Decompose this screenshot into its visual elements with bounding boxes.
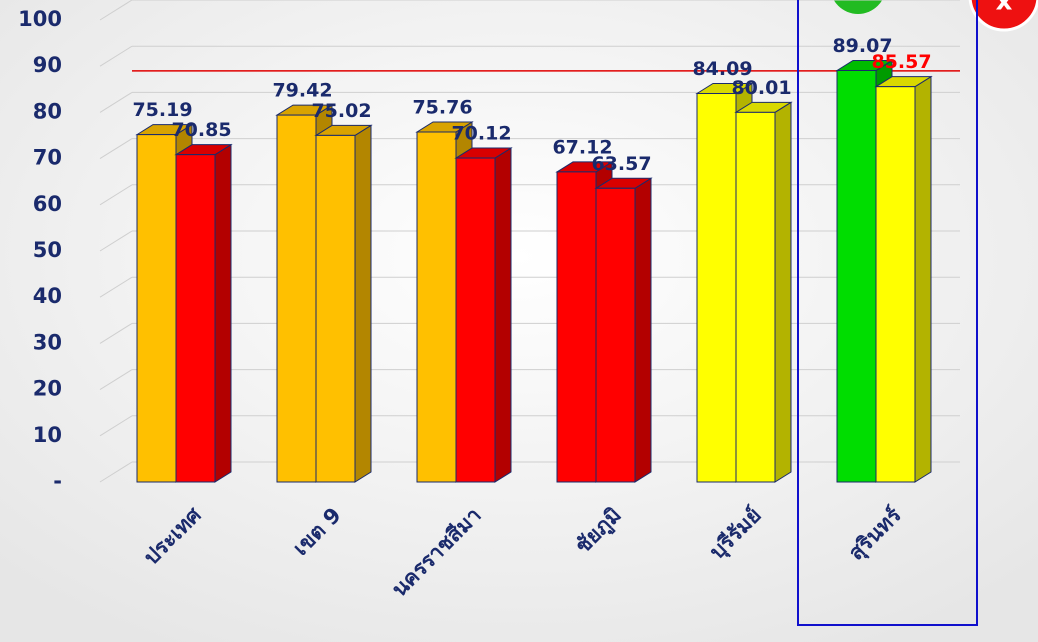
grid-slant bbox=[99, 91, 133, 113]
y-tick-label: 60 bbox=[33, 192, 62, 216]
grid-slant bbox=[99, 461, 133, 483]
value-label: 79.42 bbox=[272, 80, 332, 102]
value-label: 63.57 bbox=[591, 153, 651, 175]
grid-slant bbox=[99, 369, 133, 391]
grid-slant bbox=[99, 184, 133, 206]
value-label: 84.09 bbox=[692, 58, 752, 80]
bar-side bbox=[494, 147, 512, 483]
grid-slant bbox=[99, 45, 133, 67]
grid-line bbox=[99, 184, 960, 206]
bar-side bbox=[354, 124, 372, 483]
y-tick-label: 40 bbox=[33, 284, 62, 308]
badge-text: x bbox=[996, 0, 1013, 17]
y-tick-label: 50 bbox=[33, 238, 62, 262]
bar bbox=[454, 147, 513, 483]
grid-slant bbox=[99, 138, 133, 160]
bar-front bbox=[315, 134, 356, 483]
grid-line bbox=[99, 322, 960, 344]
value-label: 70.85 bbox=[171, 119, 231, 141]
bar bbox=[734, 101, 793, 483]
bar-side bbox=[774, 101, 792, 483]
bar-side bbox=[214, 143, 232, 483]
grid-line bbox=[99, 91, 960, 113]
value-label: 67.12 bbox=[552, 136, 612, 158]
y-tick-label: 100 bbox=[18, 7, 62, 31]
y-tick-label: - bbox=[53, 469, 62, 493]
y-tick-label: 10 bbox=[33, 423, 62, 447]
value-label: 70.12 bbox=[451, 123, 511, 145]
bar-front bbox=[556, 171, 597, 483]
green-icon bbox=[833, 0, 883, 14]
grid-slant bbox=[99, 0, 133, 21]
grid-line bbox=[99, 230, 960, 252]
y-tick-label: 30 bbox=[33, 330, 62, 354]
grid-slant bbox=[99, 415, 133, 437]
bar-front bbox=[735, 111, 776, 483]
grid-slant bbox=[99, 230, 133, 252]
bar-front bbox=[696, 93, 737, 483]
grid-line bbox=[99, 276, 960, 298]
grid-line bbox=[99, 0, 960, 21]
bar-front bbox=[595, 187, 636, 483]
bar bbox=[314, 124, 373, 483]
value-label: 75.76 bbox=[412, 96, 472, 118]
y-tick-label: 80 bbox=[33, 99, 62, 123]
bar-side bbox=[914, 75, 932, 483]
badge bbox=[968, 0, 1038, 32]
grid-line bbox=[99, 45, 960, 67]
y-tick-label: 20 bbox=[33, 377, 62, 401]
value-label: 85.57 bbox=[871, 51, 931, 73]
bar-front bbox=[455, 157, 496, 483]
y-tick-label: 70 bbox=[33, 146, 62, 170]
bar-front bbox=[416, 131, 457, 483]
bar bbox=[594, 177, 653, 483]
bar-front bbox=[276, 114, 317, 483]
highlight-box bbox=[797, 0, 978, 626]
bar-front bbox=[175, 154, 216, 483]
y-tick-label: 90 bbox=[33, 53, 62, 77]
value-label: 75.19 bbox=[132, 99, 192, 121]
bar bbox=[874, 75, 933, 483]
value-label: 80.01 bbox=[731, 77, 791, 99]
grid-line bbox=[99, 461, 960, 483]
grid-line bbox=[99, 415, 960, 437]
bar-front bbox=[136, 134, 177, 483]
bar-front bbox=[875, 86, 916, 483]
grid-line bbox=[99, 369, 960, 391]
grid-line bbox=[99, 138, 960, 160]
bar bbox=[174, 143, 233, 483]
value-label: 89.07 bbox=[832, 35, 892, 57]
grid-slant bbox=[99, 322, 133, 344]
bar-side bbox=[634, 177, 652, 483]
grid-slant bbox=[99, 276, 133, 298]
value-label: 75.02 bbox=[311, 100, 371, 122]
bar-front bbox=[836, 69, 877, 483]
